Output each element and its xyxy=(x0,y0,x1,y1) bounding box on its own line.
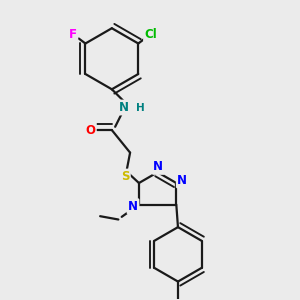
Text: N: N xyxy=(153,160,163,173)
Text: O: O xyxy=(85,124,95,136)
Text: N: N xyxy=(177,174,187,187)
Text: S: S xyxy=(121,170,129,183)
Text: F: F xyxy=(69,28,77,41)
Text: Cl: Cl xyxy=(145,28,157,41)
Text: N: N xyxy=(119,101,129,114)
Text: H: H xyxy=(136,103,145,112)
Text: N: N xyxy=(128,200,138,213)
